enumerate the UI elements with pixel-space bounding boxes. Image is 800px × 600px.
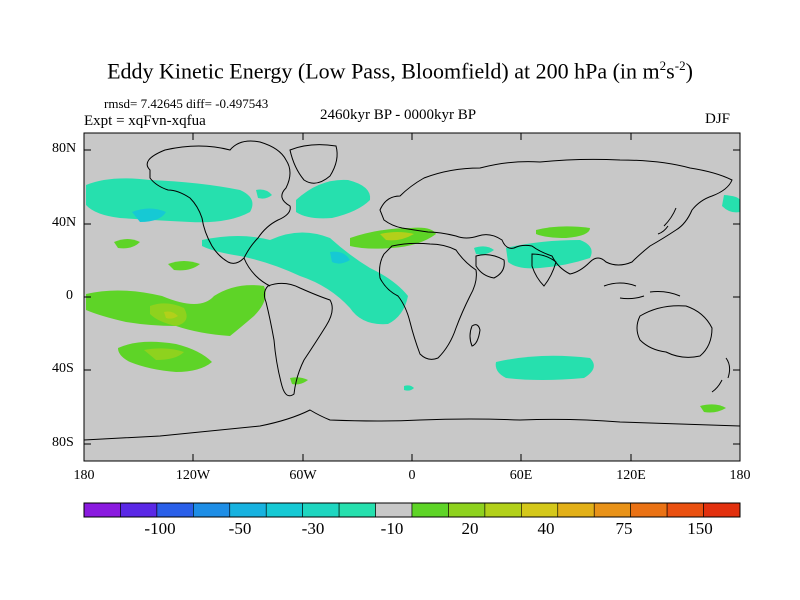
colorbar-swatch (338, 502, 376, 518)
colorbar-swatch (703, 502, 741, 518)
coastline-africa (379, 242, 477, 360)
stats-label: rmsd= 7.42645 diff= -0.497543 (104, 96, 269, 111)
coastline-new-zealand (711, 357, 731, 393)
colorbar-swatch (448, 502, 486, 518)
y-tick-label: 40S (52, 361, 74, 376)
coastline-antarctica (83, 409, 741, 441)
anomaly-region (536, 226, 590, 238)
colorbar-swatch (630, 502, 668, 518)
anomaly-region (290, 377, 308, 385)
x-tick-label: 180 (73, 468, 95, 483)
anomaly-region (86, 178, 253, 223)
x-tick-label: 120W (175, 468, 211, 483)
colorbar-label: -10 (380, 519, 404, 538)
anomaly-region (164, 311, 178, 319)
y-tick-label: 80N (52, 141, 77, 156)
colorbar-label: -30 (301, 519, 325, 538)
colorbar-swatch (156, 502, 194, 518)
colorbar-swatch (302, 502, 340, 518)
coastlines (83, 140, 741, 441)
period-label: 2460kyr BP - 0000kyr BP (320, 107, 477, 123)
coastline-eurasia (379, 158, 733, 275)
y-tick-label: 0 (66, 288, 73, 303)
colorbar (83, 502, 741, 518)
colorbar-swatch (229, 502, 267, 518)
coastline-madagascar (469, 324, 481, 347)
coastline-north-america (146, 140, 291, 264)
y-tick-label: 80S (52, 435, 74, 450)
colorbar-label: -50 (228, 519, 252, 538)
x-tick-label: 60E (509, 468, 533, 483)
coastline-se-asia (603, 282, 681, 300)
anomaly-region (330, 251, 350, 264)
coastline-arabia (475, 254, 505, 279)
colorbar-swatch (666, 502, 704, 518)
coastline-greenland (289, 144, 338, 184)
anomaly-region (474, 246, 494, 255)
colorbar-swatch (120, 502, 158, 518)
colorbar-swatch (557, 502, 595, 518)
colorbar-swatch (411, 502, 449, 518)
colorbar-label: 150 (687, 519, 713, 538)
anomaly-region (168, 261, 200, 271)
colorbar-swatch (521, 502, 559, 518)
season-label: DJF (705, 111, 731, 127)
x-tick-label: 120E (616, 468, 646, 483)
x-tick-label: 60W (289, 468, 317, 483)
coastline-india (531, 253, 557, 287)
y-tick-label: 40N (52, 215, 77, 230)
colorbar-label: 75 (615, 519, 633, 538)
anomaly-region (114, 239, 140, 249)
x-tick-label: 0 (408, 468, 416, 483)
coastline-central-america (243, 257, 271, 287)
anomaly-region (256, 189, 272, 199)
colorbar-swatch (484, 502, 522, 518)
colorbar-swatch (83, 502, 121, 518)
colorbar-swatch (265, 502, 303, 518)
anomaly-region (495, 355, 594, 380)
colorbar-swatch (193, 502, 231, 518)
anomaly-region (144, 348, 184, 360)
experiment-label: Expt = xqFvn-xqfua (84, 113, 206, 129)
colorbar-label: -100 (144, 519, 176, 538)
colorbar-swatch (375, 502, 413, 518)
axis-ticks (84, 133, 740, 461)
colorbar-frame (83, 502, 741, 518)
anomaly-region (722, 195, 740, 213)
anomaly-region (132, 208, 166, 222)
chart-title: Eddy Kinetic Energy (Low Pass, Bloomfiel… (107, 58, 693, 84)
colorbar-label: 20 (461, 519, 479, 538)
anomaly-region (202, 232, 408, 325)
coastline-australia (636, 305, 713, 358)
anomaly-region (380, 232, 414, 241)
coastline-south-america (263, 282, 333, 397)
colorbar-label: 40 (537, 519, 555, 538)
anomaly-fields (86, 178, 740, 413)
anomaly-region (296, 179, 371, 219)
anomaly-region (506, 240, 592, 269)
colorbar-swatch (593, 502, 631, 518)
coastline-japan (657, 207, 677, 235)
anomaly-region (404, 385, 414, 391)
x-tick-label: 180 (729, 468, 751, 483)
anomaly-region (700, 404, 726, 413)
